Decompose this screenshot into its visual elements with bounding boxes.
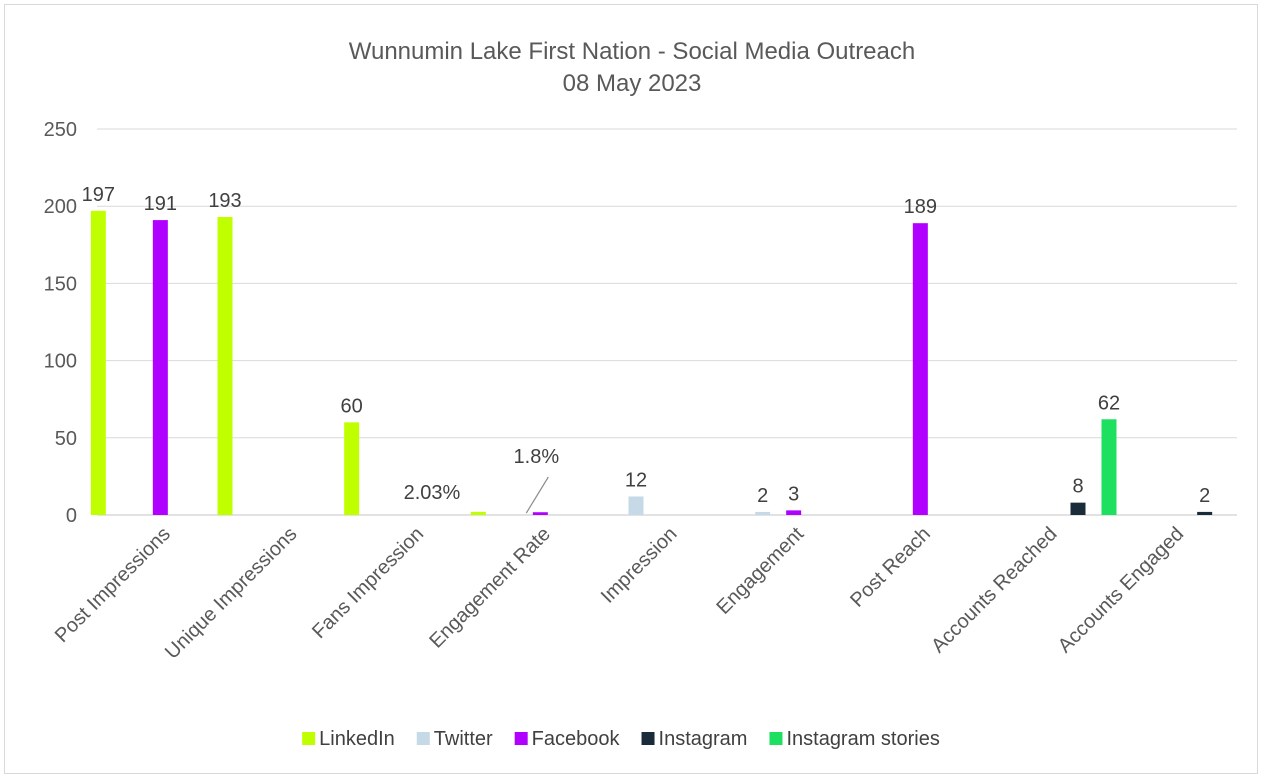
data-label-linkedin-unique-impressions: 193 bbox=[208, 190, 241, 212]
legend-swatch-instagram bbox=[641, 732, 655, 745]
legend-label-facebook: Facebook bbox=[532, 728, 621, 750]
y-tick-label: 50 bbox=[55, 428, 77, 450]
bars bbox=[90, 210, 1213, 515]
y-tick-label: 0 bbox=[66, 505, 77, 527]
x-category-label: Accounts Engaged bbox=[1054, 523, 1188, 657]
x-category-label: Engagement bbox=[712, 523, 808, 619]
bar-instagram-accounts-reached bbox=[1070, 502, 1086, 515]
bar-facebook-engagement bbox=[786, 510, 802, 515]
x-category-label: Impression bbox=[597, 523, 682, 608]
bar-facebook-post-reach bbox=[912, 223, 928, 515]
chart-frame: Wunnumin Lake First Nation - Social Medi… bbox=[4, 4, 1258, 774]
bar-linkedin-engagement-rate bbox=[470, 511, 486, 515]
data-label-instagram-accounts-reached: 8 bbox=[1072, 476, 1083, 498]
bar-instagram-stories-accounts-reached bbox=[1101, 419, 1117, 515]
x-category-label: Engagement Rate bbox=[425, 523, 555, 653]
y-axis-ticks: 0 50 100 150 200 250 bbox=[44, 119, 77, 527]
data-label-linkedin-engagement-rate: 2.03% bbox=[404, 482, 461, 504]
chart-title: Wunnumin Lake First Nation - Social Medi… bbox=[349, 38, 915, 65]
y-tick-label: 150 bbox=[44, 273, 77, 295]
legend-label-instagram-stories: Instagram stories bbox=[786, 728, 939, 750]
legend-label-linkedin: LinkedIn bbox=[319, 728, 395, 750]
chart-svg: Wunnumin Lake First Nation - Social Medi… bbox=[44, 38, 1237, 750]
legend: LinkedIn Twitter Facebook Instagram Instagra… bbox=[302, 728, 940, 750]
bar-facebook-post-impressions bbox=[152, 220, 168, 515]
data-label-linkedin-post-impressions: 197 bbox=[82, 184, 115, 206]
data-label-linkedin-fans-impression: 60 bbox=[341, 395, 363, 417]
y-tick-label: 100 bbox=[44, 351, 77, 373]
gridlines bbox=[97, 128, 1237, 516]
x-category-label: Unique Impressions bbox=[161, 523, 302, 664]
y-tick-label: 200 bbox=[44, 196, 77, 218]
legend-label-instagram: Instagram bbox=[659, 728, 748, 750]
legend-swatch-facebook bbox=[514, 732, 528, 745]
data-label-instagram-accounts-engaged: 2 bbox=[1199, 485, 1210, 507]
x-category-label: Post Reach bbox=[846, 523, 935, 612]
legend-label-twitter: Twitter bbox=[434, 728, 493, 750]
data-label-facebook-post-reach: 189 bbox=[904, 196, 937, 218]
chart-subtitle: 08 May 2023 bbox=[563, 70, 702, 97]
data-label-facebook-engagement-rate: 1.8% bbox=[514, 446, 560, 468]
y-tick-label: 250 bbox=[44, 119, 77, 141]
legend-swatch-instagram-stories bbox=[769, 732, 783, 745]
data-label-instagram-stories-accounts-reached: 62 bbox=[1098, 392, 1120, 414]
bar-linkedin-unique-impressions bbox=[217, 217, 233, 515]
bar-instagram-accounts-engaged bbox=[1197, 511, 1213, 515]
data-label-facebook-post-impressions: 191 bbox=[144, 193, 177, 215]
x-category-label: Fans Impression bbox=[308, 523, 428, 643]
leader-line bbox=[525, 476, 549, 514]
legend-swatch-twitter bbox=[416, 732, 430, 745]
x-category-label: Accounts Reached bbox=[927, 523, 1061, 657]
data-label-facebook-engagement: 3 bbox=[788, 483, 799, 505]
legend-swatch-linkedin bbox=[302, 732, 316, 745]
bar-facebook-engagement-rate bbox=[532, 512, 548, 515]
bar-linkedin-fans-impression bbox=[344, 422, 360, 515]
data-label-twitter-impression: 12 bbox=[625, 469, 647, 491]
bar-twitter-engagement bbox=[755, 511, 771, 515]
data-label-twitter-engagement: 2 bbox=[757, 485, 768, 507]
bar-twitter-impression bbox=[628, 496, 644, 515]
x-category-label: Post Impressions bbox=[51, 523, 175, 647]
bar-linkedin-post-impressions bbox=[90, 210, 106, 515]
